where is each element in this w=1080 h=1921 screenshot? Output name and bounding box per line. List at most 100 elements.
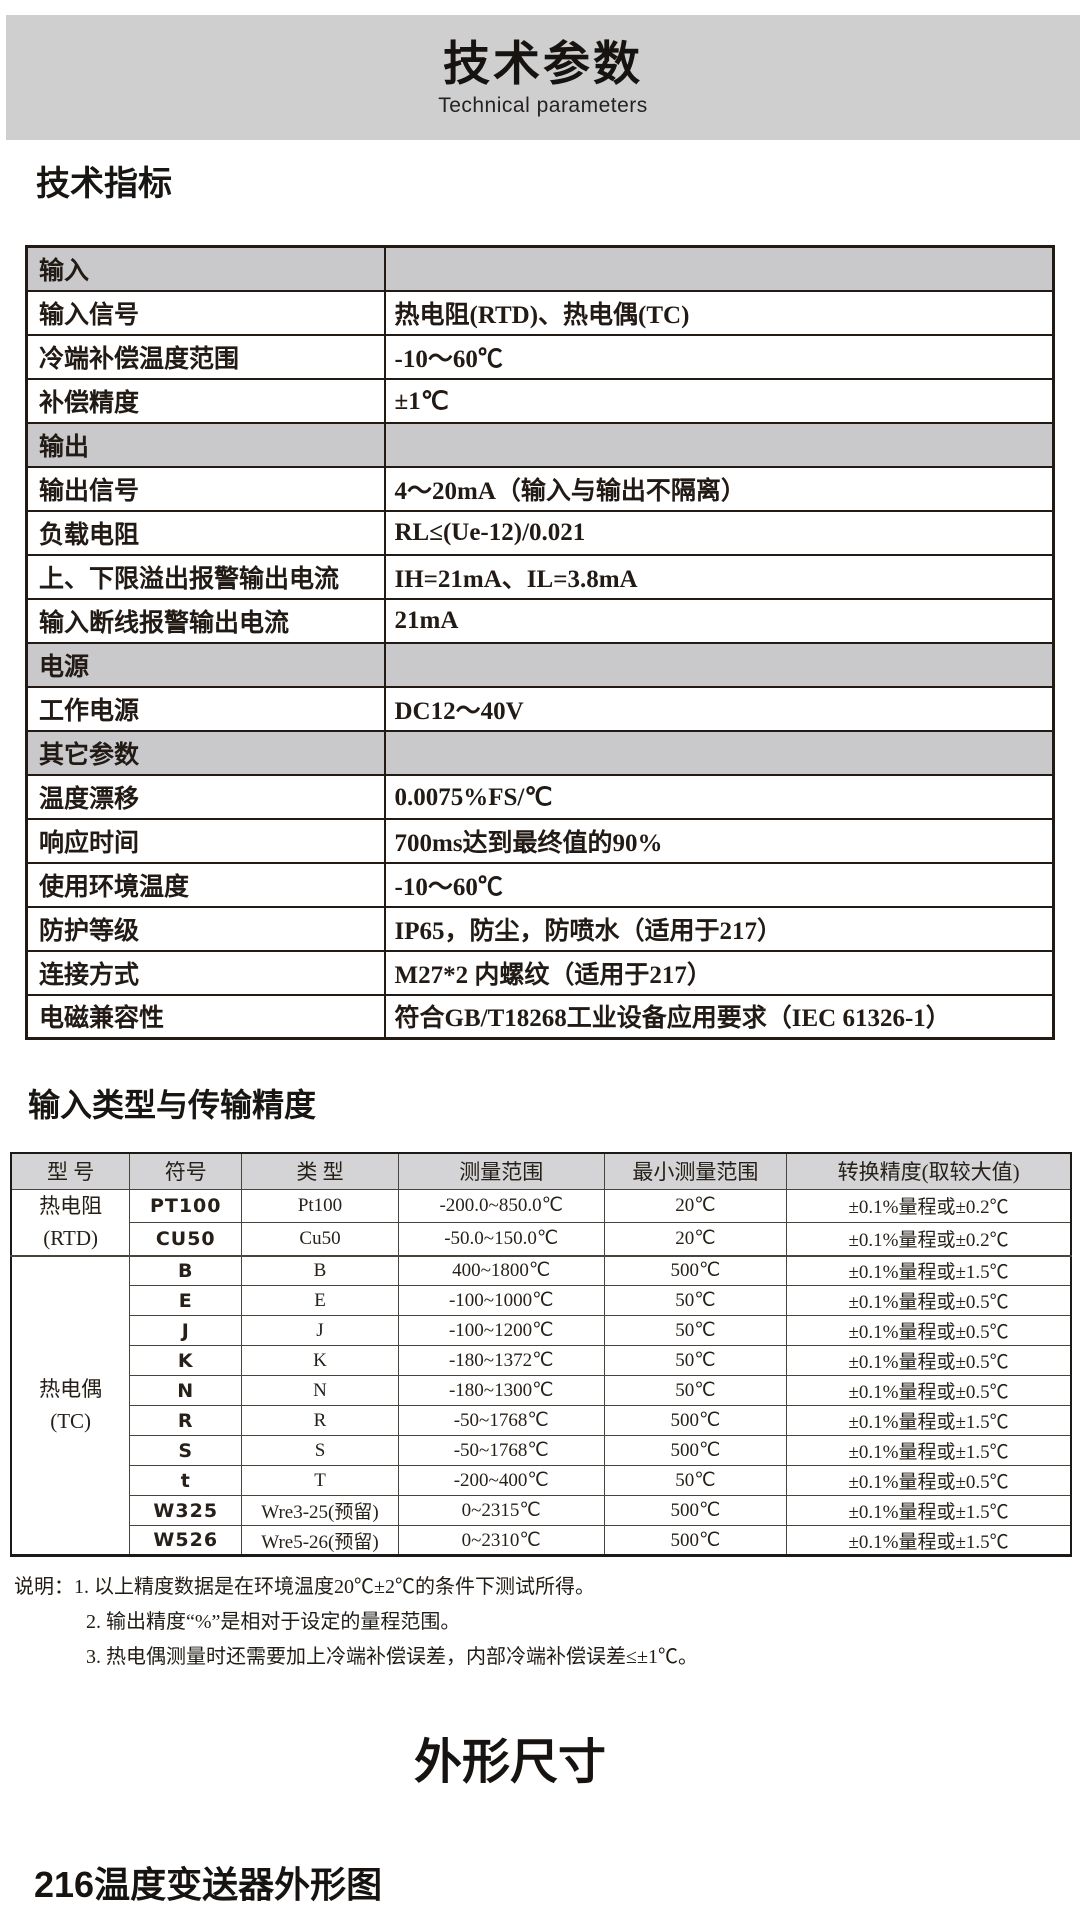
table-row: S S -50~1768℃ 500℃ ±0.1%量程或±1.5℃ [11,1435,1072,1467]
spec-value-cell: -10～60℃ [383,333,1055,380]
accuracy-cell: ±0.1%量程或±0.2℃ [786,1188,1072,1223]
spec-value-cell: -10～60℃ [383,861,1055,908]
type-cell: Wre5-26(预留) [241,1525,399,1557]
spec-section-label: 输入 [25,245,386,292]
spec-value-cell [383,641,1055,688]
model-sub: (TC) [50,1409,92,1434]
spec-row: 上、下限溢出报警输出电流 IH=21mA、IL=3.8mA [25,553,1055,600]
spec-row: 负载电阻 RL≤(Ue-12)/0.021 [25,509,1055,556]
model-cell-tc: 热电偶 (TC) [10,1254,131,1557]
range-cell: -50~1768℃ [397,1405,605,1437]
type-cell: Cu50 [241,1221,399,1257]
spec-value-cell [383,421,1055,468]
accuracy-cell: ±0.1%量程或±0.5℃ [786,1315,1072,1347]
min-range-cell: 50℃ [603,1285,788,1317]
table-row: t T -200~400℃ 50℃ ±0.1%量程或±0.5℃ [11,1465,1072,1497]
section-heading-input-types: 输入类型与传输精度 [28,1087,317,1123]
min-range-cell: 20℃ [603,1188,788,1223]
table-row: CU50 Cu50 -50.0~150.0℃ 20℃ ±0.1%量程或±0.2℃ [11,1221,1072,1257]
spec-label-cell: 连接方式 [25,949,386,996]
spec-row: 输出信号 4～20mA（输入与输出不隔离） [25,465,1055,512]
range-cell: 0~2315℃ [397,1495,605,1527]
range-cell: -200~400℃ [397,1465,605,1497]
spec-label-cell: 补偿精度 [25,377,386,424]
spec-label-cell: 输入信号 [25,289,386,336]
col-header-range: 测量范围 [397,1152,605,1190]
range-cell: -100~1200℃ [397,1315,605,1347]
spec-value-cell: 21mA [383,597,1055,644]
accuracy-cell: ±0.1%量程或±1.5℃ [786,1525,1072,1557]
min-range-cell: 50℃ [603,1345,788,1377]
symbol-cell: R [129,1405,243,1437]
spec-value-cell: 0.0075%FS/℃ [383,773,1055,820]
spec-row: 连接方式 M27*2 内螺纹（适用于217） [25,949,1055,996]
model-name: 热电偶 [39,1376,103,1401]
accuracy-cell: ±0.1%量程或±1.5℃ [786,1254,1072,1287]
col-header-symbol: 符号 [129,1152,243,1190]
spec-section-row: 电源 [25,641,1055,688]
range-cell: -180~1300℃ [397,1375,605,1407]
spec-label-cell: 输出信号 [25,465,386,512]
col-header-min-range: 最小测量范围 [603,1152,788,1190]
spec-label-cell: 防护等级 [25,905,386,952]
accuracy-cell: ±0.1%量程或±0.2℃ [786,1221,1072,1257]
spec-label-cell: 上、下限溢出报警输出电流 [25,553,386,600]
spec-section-label: 输出 [25,421,386,468]
min-range-cell: 50℃ [603,1315,788,1347]
spec-value-cell: 热电阻(RTD)、热电偶(TC) [383,289,1055,336]
range-cell: 400~1800℃ [397,1254,605,1287]
spec-section-row: 输入 [25,245,1055,292]
accuracy-cell: ±0.1%量程或±0.5℃ [786,1465,1072,1497]
spec-section-label: 其它参数 [25,729,386,776]
spec-label-cell: 负载电阻 [25,509,386,556]
type-cell: J [241,1315,399,1347]
min-range-cell: 50℃ [603,1465,788,1497]
page-title: 技术参数 [443,37,643,91]
type-cell: Pt100 [241,1188,399,1223]
min-range-cell: 500℃ [603,1525,788,1557]
accuracy-cell: ±0.1%量程或±0.5℃ [786,1285,1072,1317]
col-header-accuracy: 转换精度(取较大值) [786,1152,1072,1190]
spec-value-cell [383,245,1055,292]
symbol-cell: S [129,1435,243,1467]
table-row: E E -100~1000℃ 50℃ ±0.1%量程或±0.5℃ [11,1285,1072,1317]
notes-prefix: 说明： [14,1576,74,1598]
accuracy-cell: ±0.1%量程或±0.5℃ [786,1345,1072,1377]
type-cell: T [241,1465,399,1497]
spec-value-cell: 4～20mA（输入与输出不隔离） [383,465,1055,512]
symbol-cell: J [129,1315,243,1347]
spec-row: 使用环境温度 -10～60℃ [25,861,1055,908]
accuracy-cell: ±0.1%量程或±1.5℃ [786,1495,1072,1527]
symbol-cell: CU50 [129,1221,243,1257]
range-cell: -200.0~850.0℃ [397,1188,605,1223]
note-line-1: 说明：1. 以上精度数据是在环境温度20℃±2℃的条件下测试所得。 [14,1570,698,1605]
symbol-cell: PT100 [129,1188,243,1223]
spec-row: 补偿精度 ±1℃ [25,377,1055,424]
range-cell: 0~2310℃ [397,1525,605,1557]
table-row: 热电偶 (TC) B B 400~1800℃ 500℃ ±0.1%量程或±1.5… [10,1254,1072,1557]
type-cell: Wre3-25(预留) [241,1495,399,1527]
symbol-cell: t [129,1465,243,1497]
table-row: R R -50~1768℃ 500℃ ±0.1%量程或±1.5℃ [11,1405,1072,1437]
section-heading-dimensions: 外形尺寸 [413,1736,606,1789]
heading-216-outline: 216温度变送器外形图 [34,1864,383,1905]
spec-row: 输入断线报警输出电流 21mA [25,597,1055,644]
table-row: W526 Wre5-26(预留) 0~2310℃ 500℃ ±0.1%量程或±1… [11,1525,1072,1557]
spec-row: 响应时间 700ms达到最终值的90% [25,817,1055,864]
note-text: 1. 以上精度数据是在环境温度20℃±2℃的条件下测试所得。 [74,1576,595,1598]
spec-label-cell: 电磁兼容性 [25,993,386,1040]
note-text: 2. 输出精度“%”是相对于设定的量程范围。 [86,1611,461,1633]
col-header-type: 类 型 [241,1152,399,1190]
spec-value-cell: DC12～40V [383,685,1055,732]
table-row: K K -180~1372℃ 50℃ ±0.1%量程或±0.5℃ [11,1345,1072,1377]
spec-label-cell: 工作电源 [25,685,386,732]
table-row: N N -180~1300℃ 50℃ ±0.1%量程或±0.5℃ [11,1375,1072,1407]
symbol-cell: B [129,1254,243,1287]
header-banner: 技术参数 Technical parameters [6,15,1080,140]
symbol-cell: N [129,1375,243,1407]
type-cell: K [241,1345,399,1377]
min-range-cell: 500℃ [603,1405,788,1437]
spec-value-cell: IH=21mA、IL=3.8mA [383,553,1055,600]
model-cell-rtd: 热电阻 (RTD) [10,1188,131,1257]
